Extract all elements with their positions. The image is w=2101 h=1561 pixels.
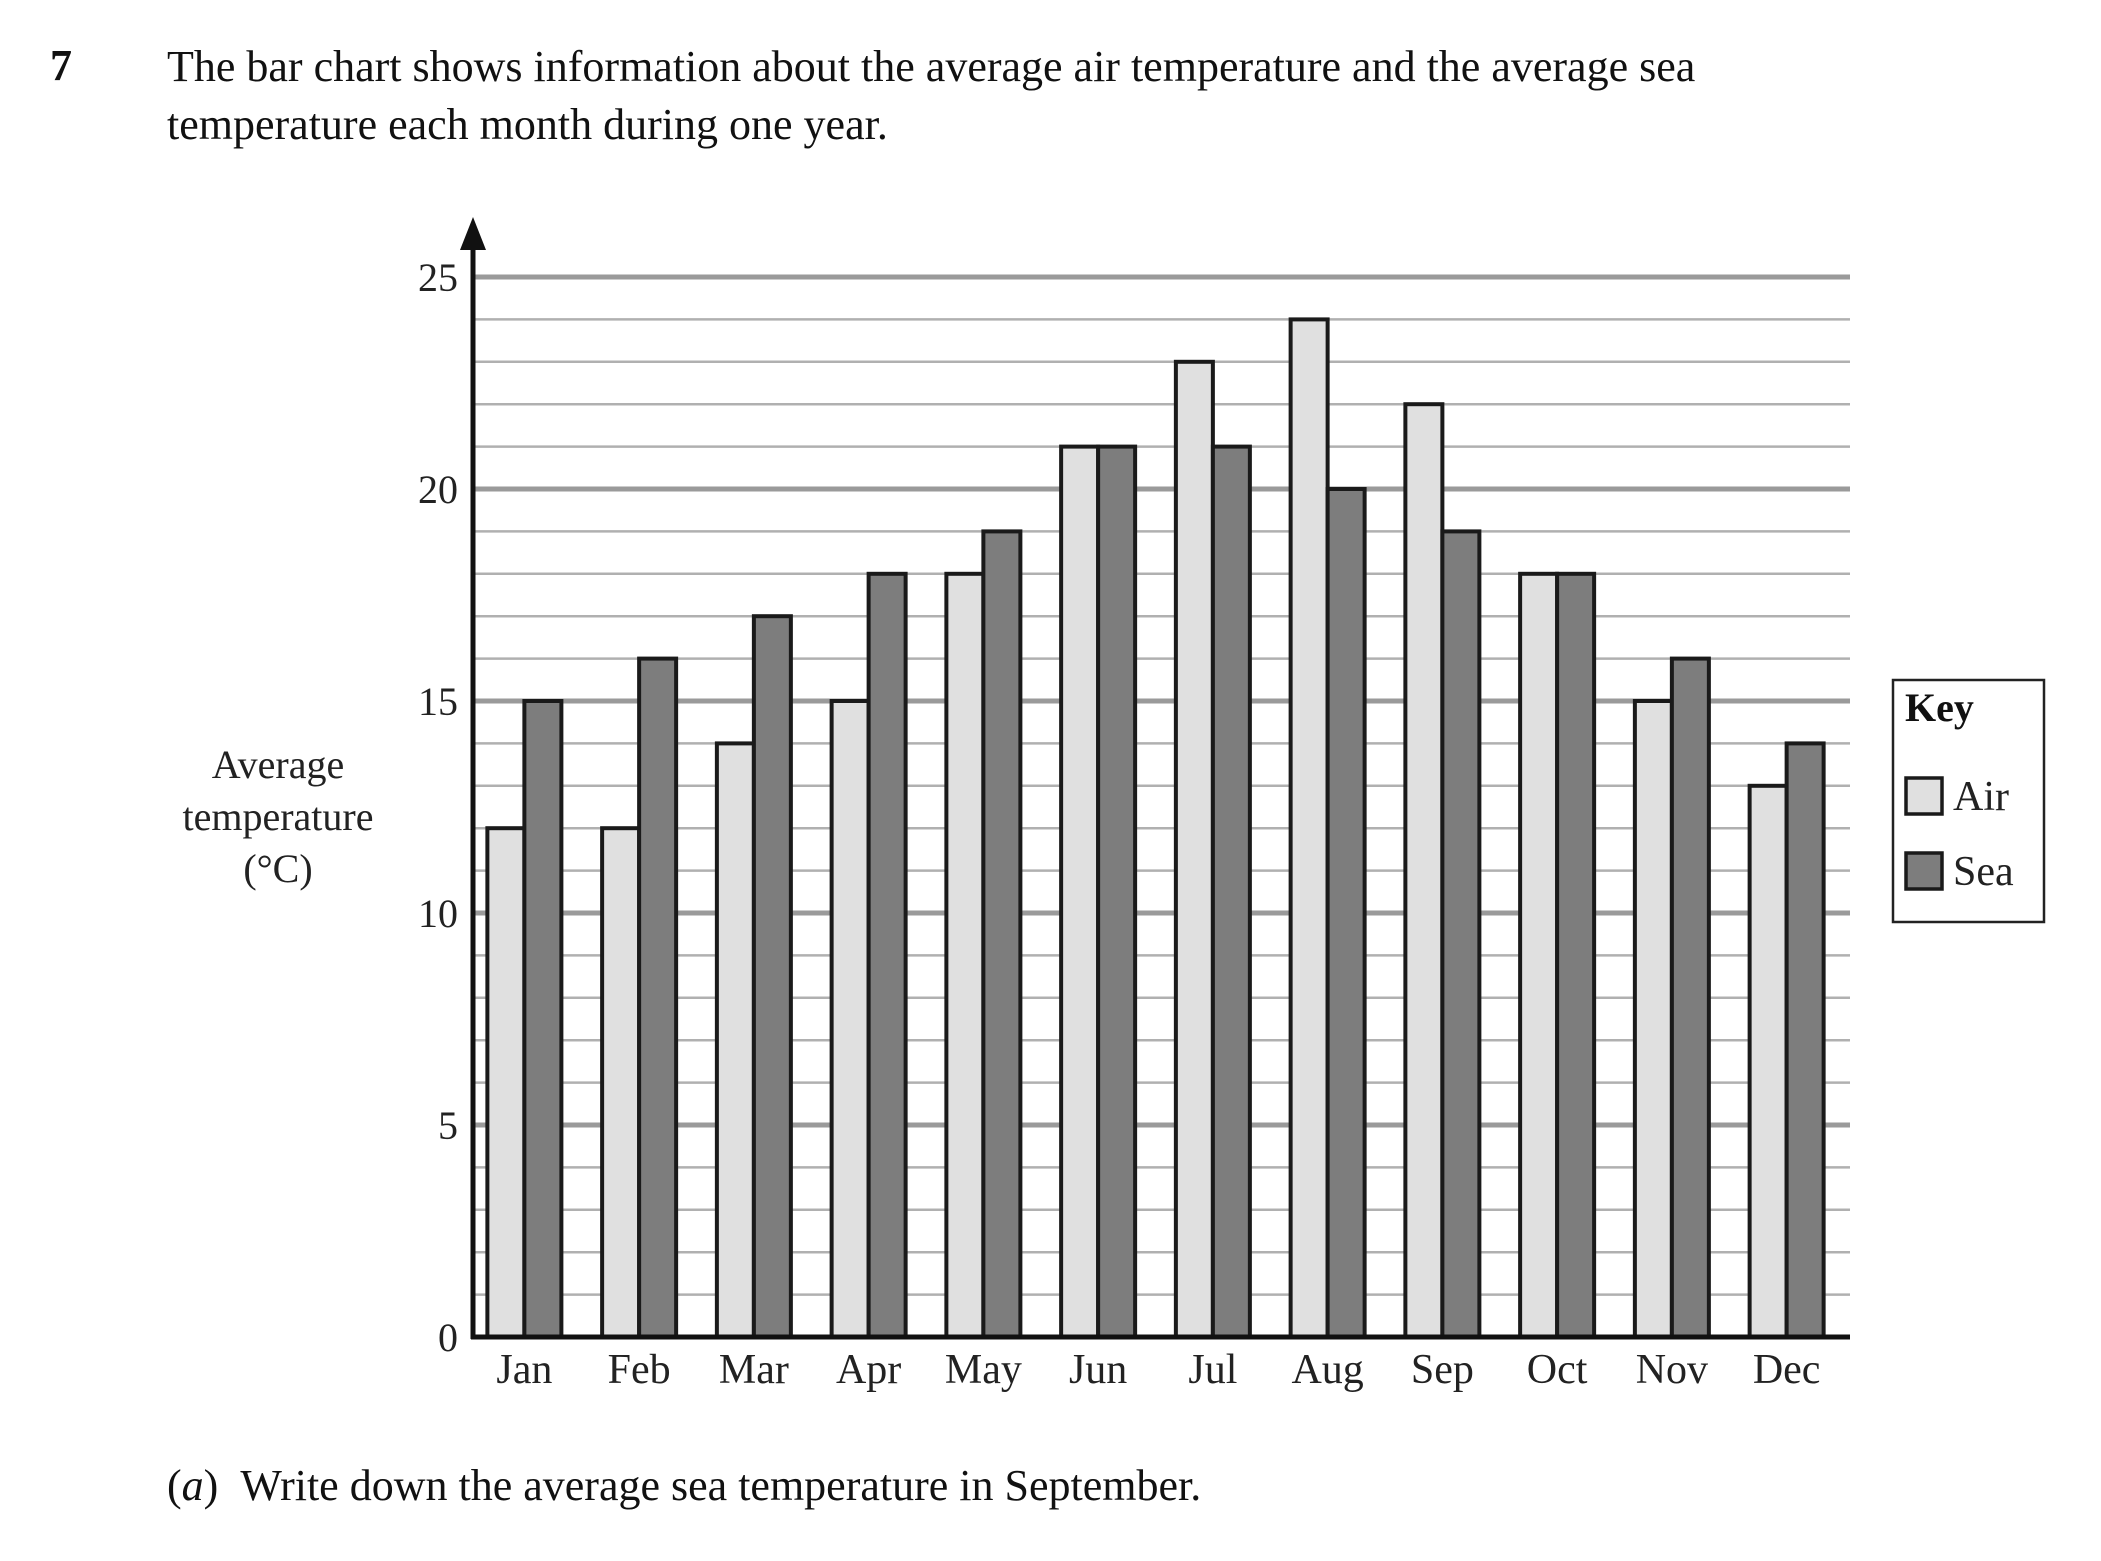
part-a-question: (a) Write down the average sea temperatu… [167,1460,1201,1511]
bar-sea-aug [1325,487,1367,1339]
part-a-text: Write down the average sea temperature i… [240,1461,1202,1510]
y-axis-arrow [460,217,486,250]
bar-sea-jun [1096,444,1138,1340]
y-tick-labels: 0 5 10 15 20 25 [418,255,458,1360]
question-text: The bar chart shows information about th… [167,38,1967,154]
question-text-line-2: temperature each month during one year. [167,100,888,149]
bar-sea-nov [1669,656,1711,1339]
x-tick-label: Feb [608,1347,671,1393]
part-a-open-paren: ( [167,1461,182,1510]
y-tick-label: 25 [418,255,458,300]
x-tick-label: Oct [1527,1347,1588,1393]
bar-air-oct [1518,571,1560,1339]
question-text-line-1: The bar chart shows information about th… [167,42,1696,91]
bar-sea-jul [1210,444,1252,1340]
bar-sea-sep [1440,529,1482,1339]
gridlines [473,274,1850,1296]
x-tick-label: Nov [1636,1347,1708,1393]
bar-sea-apr [866,571,908,1339]
bar-air-aug [1288,317,1330,1339]
y-tick-label: 10 [418,891,458,936]
bar-air-jul [1173,359,1215,1339]
x-tick-label: Jul [1188,1347,1237,1393]
bar-air-may [944,571,986,1339]
bar-sea-feb [637,656,679,1339]
legend-label-air: Air [1953,774,2009,820]
bar-air-nov [1632,699,1674,1339]
bar-air-mar [714,741,756,1339]
y-axis-label: Average temperature (°C) [183,742,374,891]
y-axis-label-line: (°C) [243,846,312,891]
bar-air-sep [1403,402,1445,1339]
x-tick-label: Jan [496,1347,552,1393]
x-tick-label: Mar [719,1347,789,1393]
x-tick-label: Apr [836,1347,901,1393]
x-tick-label: Dec [1753,1347,1821,1393]
bar-sea-mar [751,614,793,1339]
x-tick-label: Aug [1291,1347,1363,1393]
x-tick-label: Sep [1411,1347,1474,1393]
bar-air-feb [600,826,642,1339]
x-tick-label: Jun [1069,1347,1127,1393]
y-tick-label: 5 [438,1103,458,1148]
bar-air-jun [1059,444,1101,1340]
bar-air-apr [829,699,871,1339]
x-tick-label: May [945,1347,1022,1393]
bar-air-jan [485,826,527,1339]
y-tick-label: 0 [438,1315,458,1360]
question-number: 7 [50,41,72,90]
bar-air-dec [1747,783,1789,1339]
x-tick-labels: Jan Feb Mar Apr May Jun Jul Aug Sep Oct Nov Dec [496,1347,1820,1393]
bar-sea-may [981,529,1023,1339]
bar-sea-jan [522,699,564,1339]
y-tick-label: 15 [418,679,458,724]
legend-swatch-air [1904,776,1944,816]
y-axis-label-line: temperature [183,794,374,839]
part-a-close-paren: ) [203,1461,219,1510]
legend: Key Air Sea [1891,678,2046,924]
legend-swatch-sea [1904,851,1944,891]
bar-sea-oct [1555,571,1597,1339]
part-a-label: a [181,1461,204,1510]
legend-label-sea: Sea [1953,849,2014,895]
legend-title: Key [1905,685,1974,730]
bar-sea-dec [1784,741,1826,1339]
y-axis-label-line: Average [212,742,345,787]
axes [460,217,1850,1340]
y-tick-label: 20 [418,467,458,512]
